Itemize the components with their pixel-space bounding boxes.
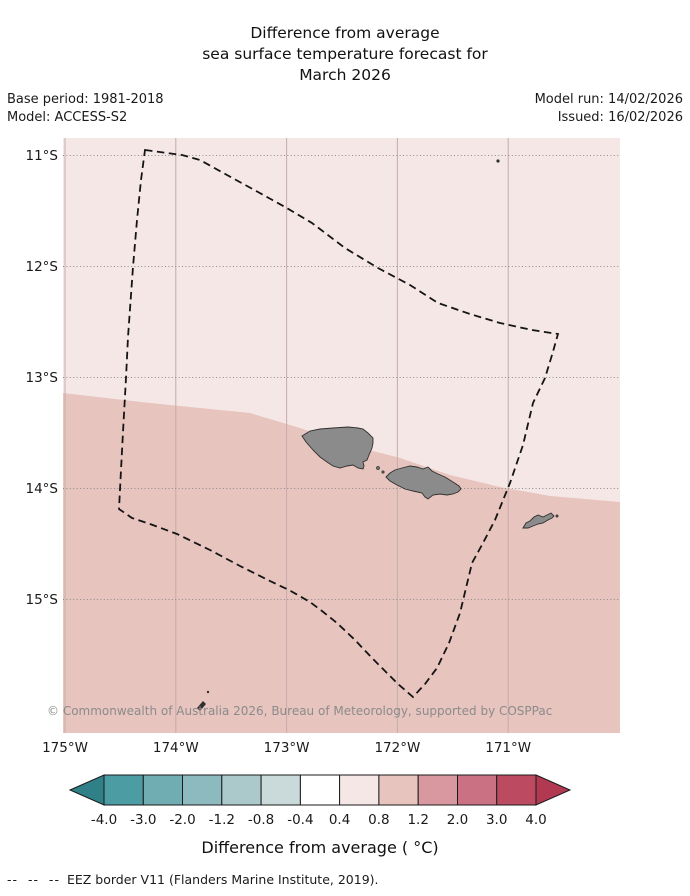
eez-legend: -- -- -- EEZ border V11 (Flanders Marine … [7, 872, 379, 887]
islet-tafahi [206, 690, 210, 694]
cb-tick-5: -0.4 [287, 812, 313, 828]
model-run-text: Model run: 14/02/2026 [534, 92, 683, 107]
colorbar-segment-2 [142, 774, 184, 806]
forecast-map: © Commonwealth of Australia 2026, Bureau… [26, 138, 620, 756]
colorbar-segment-8 [378, 774, 419, 806]
colorbar-segment-10 [457, 774, 498, 806]
cb-tick-7: 0.8 [368, 812, 389, 828]
title-line-1: Difference from average [250, 24, 440, 42]
islet-manono [381, 470, 385, 474]
lon-label-175w: 175°W [42, 740, 88, 756]
sst-band-dark [63, 393, 620, 733]
copyright-text: © Commonwealth of Australia 2026, Bureau… [47, 704, 552, 718]
figure-title: Difference from average sea surface temp… [0, 23, 690, 86]
cb-tick-11: 4.0 [525, 812, 546, 828]
eez-dash-sample: -- -- -- [7, 872, 60, 887]
colorbar-left-arrow [68, 774, 105, 806]
lat-label-13s: 13°S [26, 370, 59, 386]
longitude-gridlines [64, 138, 509, 733]
latitude-tick-labels: 11°S 12°S 13°S 14°S 15°S [26, 148, 59, 608]
colorbar-tick-labels: -4.0 -3.0 -2.0 -1.2 -0.8 -0.4 0.4 0.8 1.… [91, 812, 547, 828]
base-period-text: Base period: 1981-2018 [7, 92, 164, 107]
cb-tick-2: -2.0 [169, 812, 195, 828]
cb-tick-6: 0.4 [329, 812, 350, 828]
eez-legend-label: EEZ border V11 (Flanders Marine Institut… [66, 872, 379, 887]
lon-label-171w: 171°W [485, 740, 531, 756]
island-upolu [385, 465, 462, 500]
islet-aunuu [555, 514, 559, 518]
colorbar-segment-4 [221, 774, 262, 806]
meta-right: Model run: 14/02/2026 Issued: 16/02/2026 [535, 91, 683, 127]
island-savaii [301, 426, 374, 470]
lat-label-12s: 12°S [26, 259, 59, 275]
title-line-3: March 2026 [299, 66, 391, 84]
colorbar-axis-label: Difference from average ( °C) [201, 838, 438, 857]
cb-tick-3: -1.2 [209, 812, 235, 828]
colorbar-segment-5 [260, 774, 301, 806]
cb-tick-4: -0.8 [248, 812, 274, 828]
colorbar-bar [68, 774, 572, 806]
islet-swains [496, 159, 500, 163]
islet-apolima [376, 466, 380, 470]
cb-tick-10: 3.0 [486, 812, 507, 828]
model-text: Model: ACCESS-S2 [7, 110, 128, 125]
issued-text: Issued: 16/02/2026 [557, 110, 683, 125]
lon-label-174w: 174°W [153, 740, 199, 756]
lat-label-15s: 15°S [26, 592, 59, 608]
meta-left: Base period: 1981-2018 Model: ACCESS-S2 [7, 91, 164, 127]
colorbar-segment-9 [417, 774, 459, 806]
lon-label-173w: 173°W [264, 740, 310, 756]
cb-tick-9: 2.0 [447, 812, 468, 828]
eez-border-line [118, 148, 560, 699]
title-line-2: sea surface temperature forecast for [202, 45, 488, 63]
colorbar-segment-3 [182, 774, 223, 806]
lon-label-172w: 172°W [374, 740, 420, 756]
lat-label-14s: 14°S [26, 481, 59, 497]
longitude-tick-labels: 175°W 174°W 173°W 172°W 171°W [42, 740, 531, 756]
colorbar-segment-11 [496, 774, 537, 806]
colorbar-segment-6 [299, 774, 341, 806]
colorbar-right-arrow [535, 774, 572, 806]
land-masses [301, 426, 559, 529]
colorbar-segment-7 [339, 774, 380, 806]
cb-tick-0: -4.0 [91, 812, 117, 828]
colorbar-segment-1 [103, 774, 144, 806]
island-tutuila [522, 512, 555, 529]
islet-niuatoputapu [197, 701, 206, 711]
tiny-islands [197, 159, 500, 711]
colorbar: -4.0 -3.0 -2.0 -1.2 -0.8 -0.4 0.4 0.8 1.… [68, 774, 572, 857]
cb-tick-8: 1.2 [407, 812, 428, 828]
cb-tick-1: -3.0 [130, 812, 156, 828]
lat-label-11s: 11°S [26, 148, 59, 164]
